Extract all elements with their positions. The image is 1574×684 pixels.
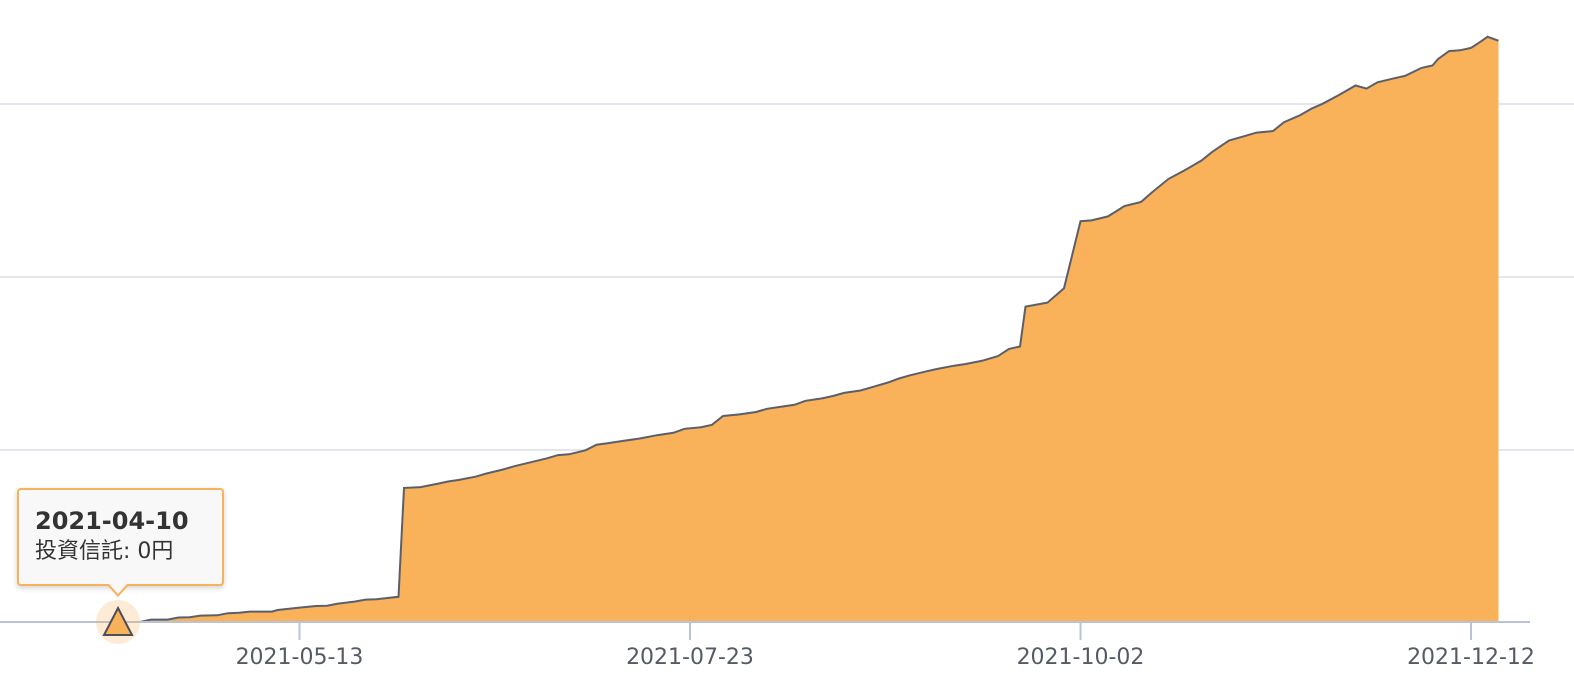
hover-point-marker — [102, 605, 134, 636]
series-area — [0, 36, 1499, 623]
series-line — [0, 35, 1499, 623]
tooltip-arrow-inner — [109, 584, 127, 594]
x-tick-label: 2021-05-13 — [236, 645, 364, 670]
tooltip-value: 投資信託: 0円 — [35, 539, 174, 564]
x-tick-label: 2021-10-02 — [1017, 645, 1145, 670]
tooltip: 2021-04-10 投資信託: 0円 — [17, 488, 224, 586]
x-tick-label: 2021-07-23 — [626, 645, 754, 670]
x-axis-ticks: 2021-05-13 2021-07-23 2021-10-02 2021-12-12 — [236, 622, 1535, 670]
x-tick-label: 2021-12-12 — [1407, 645, 1535, 670]
tooltip-date: 2021-04-10 — [35, 507, 189, 535]
hover-marker — [96, 600, 140, 644]
